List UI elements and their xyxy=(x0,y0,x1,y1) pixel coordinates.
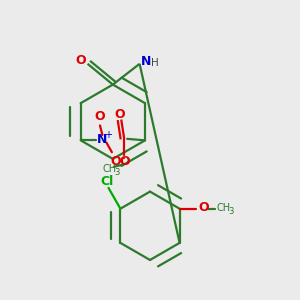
Text: H: H xyxy=(151,58,159,68)
Text: CH: CH xyxy=(102,164,116,174)
Text: O: O xyxy=(95,110,105,123)
Text: O: O xyxy=(76,54,86,67)
Text: CH: CH xyxy=(217,203,231,213)
Text: +: + xyxy=(104,130,112,140)
Text: O: O xyxy=(198,201,209,214)
Text: 3: 3 xyxy=(115,168,120,177)
Text: O: O xyxy=(110,154,121,168)
Text: N: N xyxy=(141,55,151,68)
Text: O: O xyxy=(114,108,125,121)
Text: -: - xyxy=(120,152,124,165)
Text: Cl: Cl xyxy=(100,175,114,188)
Text: N: N xyxy=(97,133,108,146)
Text: O: O xyxy=(119,155,130,168)
Text: 3: 3 xyxy=(229,207,234,216)
